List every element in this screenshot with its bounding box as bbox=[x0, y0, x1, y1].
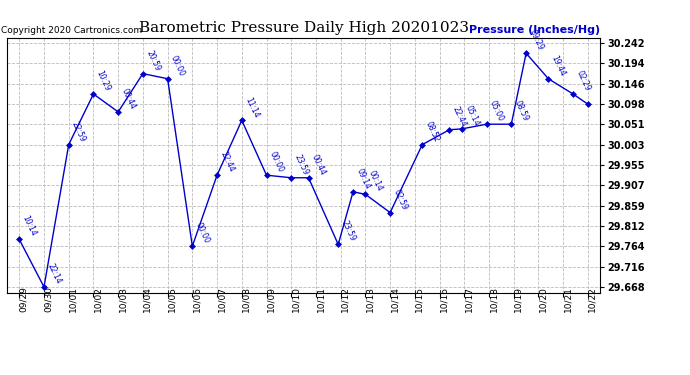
Text: 00:44: 00:44 bbox=[119, 87, 137, 111]
Text: Pressure (Inches/Hg): Pressure (Inches/Hg) bbox=[469, 25, 600, 35]
Text: 10:14: 10:14 bbox=[21, 214, 38, 238]
Text: 00:14: 00:14 bbox=[367, 169, 384, 193]
Text: 10:29: 10:29 bbox=[95, 69, 112, 93]
Text: 22:44: 22:44 bbox=[451, 105, 469, 128]
Text: 19:44: 19:44 bbox=[550, 54, 567, 77]
Text: 08:59: 08:59 bbox=[513, 99, 530, 123]
Text: Copyright 2020 Cartronics.com: Copyright 2020 Cartronics.com bbox=[1, 26, 142, 35]
Text: 20:59: 20:59 bbox=[144, 49, 161, 72]
Text: 09:14: 09:14 bbox=[355, 167, 372, 190]
Text: 22:14: 22:14 bbox=[46, 262, 63, 286]
Text: 22:59: 22:59 bbox=[70, 120, 88, 143]
Text: 09:29: 09:29 bbox=[528, 28, 545, 52]
Text: 23:59: 23:59 bbox=[339, 219, 357, 243]
Text: 00:00: 00:00 bbox=[169, 54, 186, 77]
Text: 02:59: 02:59 bbox=[391, 188, 409, 211]
Text: 05:14: 05:14 bbox=[463, 104, 481, 128]
Text: 00:00: 00:00 bbox=[268, 150, 286, 174]
Text: 00:00: 00:00 bbox=[194, 221, 211, 245]
Text: 02:29: 02:29 bbox=[575, 69, 592, 93]
Text: 22:44: 22:44 bbox=[219, 150, 236, 174]
Text: 23:59: 23:59 bbox=[293, 153, 310, 176]
Text: 11:14: 11:14 bbox=[243, 96, 260, 119]
Text: 08:52: 08:52 bbox=[424, 120, 441, 143]
Text: 05:00: 05:00 bbox=[488, 99, 505, 123]
Text: 00:44: 00:44 bbox=[310, 153, 327, 176]
Title: Barometric Pressure Daily High 20201023: Barometric Pressure Daily High 20201023 bbox=[139, 21, 469, 35]
